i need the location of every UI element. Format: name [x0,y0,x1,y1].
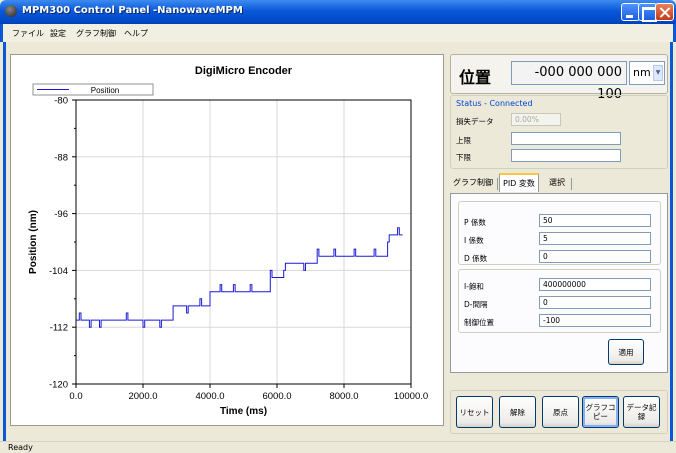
pid-coefficients-group: P 係数 50 I 係数 5 D 係数 0 [458,201,661,265]
legend-box [32,83,154,96]
x-tick-label: 10000.0 [394,391,428,402]
y-tick-label: -80 [54,96,68,107]
origin-button[interactable]: 原点 [542,396,579,428]
control-position-label: 制御位置 [464,318,494,327]
position-label: 位置 [459,68,492,87]
i-coef-field[interactable]: 5 [539,232,651,245]
position-series-line [76,227,403,328]
status-bar: Ready [0,441,676,453]
d-interval-label: D-間隔 [464,300,488,309]
y-tick-label: -120 [49,380,68,391]
status-group: Status - Connected 損失データ 0.00% 上限 下限 [450,95,668,169]
chart-panel: DigiMicro Encoder 0.0 2000.0 4000.0 6000.0 80… [10,54,444,426]
lost-data-label: 損失データ [456,117,494,126]
status-bar-text: Ready [8,443,33,452]
encoder-chart: DigiMicro Encoder 0.0 2000.0 4000.0 6000.0 80… [28,65,428,417]
status-title: Status - Connected [456,99,533,108]
position-panel: 位置 -000 000 000 100 nm ▼ [450,54,668,102]
lost-data-field: 0.00% [511,113,561,126]
data-record-button[interactable]: データ記録 [623,396,660,428]
apply-button[interactable]: 適用 [608,339,644,365]
menu-graph-control[interactable]: グラフ制御 [76,29,116,38]
tab-pid-variables[interactable]: PID 変数 [499,173,539,192]
position-value: -000 000 000 100 [511,61,627,102]
menu-file[interactable]: ファイル [12,29,44,38]
reset-button[interactable]: リセット [456,396,493,428]
unit-select[interactable]: nm ▼ [629,61,665,85]
menu-help[interactable]: ヘルプ [124,29,148,38]
y-tick-label: -112 [50,323,68,334]
i-saturation-field[interactable]: 400000000 [539,278,651,291]
control-position-field[interactable]: -100 [539,314,651,327]
x-tick-label: 6000.0 [262,391,291,402]
pid-limits-group: I-飽和 400000000 D-間隔 0 制御位置 -100 [458,269,661,333]
lower-limit-label: 下限 [456,153,471,162]
tab-graph-control[interactable]: グラフ制御 [453,178,493,187]
y-tick-label: -88 [54,152,68,163]
i-coef-label: I 係数 [464,236,484,245]
upper-limit-field[interactable] [511,132,621,145]
release-button[interactable]: 解除 [499,396,536,428]
d-coef-field[interactable]: 0 [539,250,651,263]
chart-title: DigiMicro Encoder [195,65,293,77]
title-bar: MPM300 Control Panel -NanowaveMPM [0,0,676,24]
x-axis-label: Time (ms) [220,406,267,417]
x-tick-label: 0.0 [69,391,82,402]
tab-separator [497,178,498,190]
chevron-down-icon[interactable]: ▼ [653,65,663,81]
app-icon [5,5,17,17]
window-title: MPM300 Control Panel -NanowaveMPM [22,5,243,16]
y-axis-label: Position (nm) [28,210,39,274]
plot-frame [75,99,412,385]
tab-selection[interactable]: 選択 [549,178,565,187]
legend-label: Position [91,86,119,95]
p-coef-label: P 係数 [464,218,486,227]
upper-limit-label: 上限 [456,136,471,145]
y-tick-label: -104 [49,266,68,277]
action-button-group: リセット 解除 原点 グラフコピー データ記録 [450,390,668,434]
tab-separator [571,178,572,190]
y-tick-label: -96 [54,209,68,220]
close-button[interactable] [655,3,674,21]
d-coef-label: D 係数 [464,254,488,263]
x-tick-label: 4000.0 [195,391,224,402]
d-interval-field[interactable]: 0 [539,296,651,309]
graph-copy-button[interactable]: グラフコピー [582,396,619,428]
x-tick-label: 2000.0 [128,391,157,402]
x-tick-label: 8000.0 [329,391,358,402]
i-saturation-label: I-飽和 [464,282,484,291]
menu-bar: ファイル 設定 グラフ制御 ヘルプ [0,24,676,42]
pid-tab-panel: P 係数 50 I 係数 5 D 係数 0 I-飽和 400000000 D-間… [450,193,668,373]
lower-limit-field[interactable] [511,149,621,162]
menu-settings[interactable]: 設定 [50,29,66,38]
unit-value: nm [633,66,651,79]
p-coef-field[interactable]: 50 [539,214,651,227]
